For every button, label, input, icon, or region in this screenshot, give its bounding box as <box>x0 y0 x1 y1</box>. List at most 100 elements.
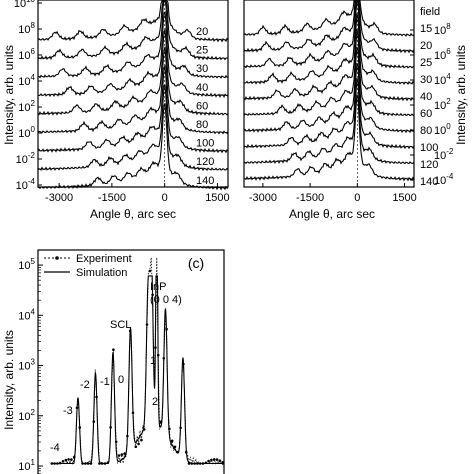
curve-30 <box>243 0 415 86</box>
experiment-marker <box>89 462 93 465</box>
series-label: 120 <box>196 156 214 168</box>
experiment-marker <box>198 462 202 465</box>
experiment-marker <box>215 458 219 461</box>
x-tick-label: 0 <box>162 192 168 204</box>
curve-120 <box>243 77 415 165</box>
series-label: 30 <box>420 74 432 86</box>
series-label: 15 <box>420 23 432 35</box>
experiment-marker <box>106 461 110 465</box>
panel-b-xlabel: Angle θ, arc sec <box>289 207 375 221</box>
series-label: 40 <box>196 82 208 94</box>
curve-140 <box>37 103 229 191</box>
series-label: 40 <box>420 91 432 103</box>
annotation-label: 2 <box>152 396 158 408</box>
series-label: 100 <box>420 142 438 154</box>
series-label: 120 <box>420 159 438 171</box>
y-tick-label: 102 <box>18 408 35 423</box>
series-label: 100 <box>196 138 214 150</box>
y-tick-label: 10-4 <box>434 172 454 187</box>
experiment-marker <box>145 323 149 326</box>
experiment-curve <box>51 257 224 465</box>
experiment-marker <box>58 461 62 465</box>
experiment-marker <box>168 427 171 431</box>
x-tick-label: -1500 <box>98 192 126 204</box>
panel-b-frame <box>243 0 415 188</box>
experiment-marker <box>103 462 107 465</box>
y-tick-label: 10-2 <box>434 147 454 162</box>
series-label: 80 <box>196 119 208 131</box>
panel-b-series-labels: field 15 20 25 30 40 60 80 100 120 140 <box>420 6 440 188</box>
experiment-marker <box>165 327 168 331</box>
experiment-marker <box>221 462 225 465</box>
experiment-marker <box>196 462 199 465</box>
panel-b-x-ticks: -3000 -1500 0 1500 <box>249 183 417 204</box>
y-tick-label: 10-4 <box>16 177 36 192</box>
experiment-marker <box>131 411 135 415</box>
experiment-marker <box>212 458 216 461</box>
experiment-marker <box>182 362 185 366</box>
y-tick-label: 104 <box>18 73 35 88</box>
panel-a-series-labels: 20 25 30 40 60 80 100 120 140 <box>196 26 214 187</box>
experiment-marker <box>98 462 101 465</box>
experiment-marker <box>112 348 115 352</box>
panel-a-curves <box>37 0 229 191</box>
curve-100 <box>243 62 415 150</box>
y-tick-label: 106 <box>18 47 35 62</box>
y-tick-label: 108 <box>434 22 451 37</box>
curve-140 <box>243 94 415 182</box>
experiment-marker <box>201 462 205 465</box>
annotation-label: InP <box>150 281 167 293</box>
annotation-label: -1 <box>100 376 110 388</box>
curve-25 <box>37 0 229 61</box>
panel-a-xlabel: Angle θ, arc sec <box>90 207 176 221</box>
experiment-marker <box>100 462 104 465</box>
experiment-marker <box>148 269 152 273</box>
y-tick-label: 101 <box>18 458 35 473</box>
y-tick-label: 104 <box>18 307 35 322</box>
experiment-marker <box>159 420 163 424</box>
annotation-label: (0 0 4) <box>150 294 182 306</box>
curve-80 <box>243 46 415 134</box>
experiment-marker <box>56 462 59 465</box>
experiment-marker <box>190 462 194 465</box>
panel-c-label: (c) <box>188 255 204 271</box>
experiment-marker <box>126 434 129 438</box>
series-label: 140 <box>420 176 438 188</box>
curve-40 <box>243 13 415 102</box>
series-label: 60 <box>196 100 208 112</box>
annotation-label: -4 <box>50 442 60 454</box>
annotation-label: 1 <box>150 355 156 367</box>
experiment-marker <box>95 395 98 399</box>
experiment-marker <box>114 440 118 444</box>
experiment-marker <box>210 458 213 462</box>
experiment-marker <box>50 462 54 465</box>
experiment-marker <box>81 462 84 465</box>
x-tick-label: 0 <box>354 192 360 204</box>
experiment-marker <box>173 445 177 449</box>
curve-40 <box>37 11 229 99</box>
experiment-marker <box>176 450 180 454</box>
panel-a-x-ticks: -3000 -1500 0 1500 <box>45 183 230 204</box>
experiment-marker <box>78 426 82 429</box>
legend-experiment-marker <box>55 256 59 260</box>
series-label: 30 <box>196 63 208 75</box>
simulation-curve <box>51 275 223 465</box>
series-label: 20 <box>420 40 432 52</box>
experiment-marker <box>151 293 154 297</box>
panel-c: Intensity, arb. units (c) 10510410310210… <box>2 249 225 474</box>
x-tick-label: -1500 <box>296 192 324 204</box>
series-label: field <box>420 6 440 18</box>
experiment-marker <box>53 462 56 465</box>
experiment-marker <box>142 428 146 431</box>
experiment-marker <box>123 452 126 455</box>
y-tick-label: 100 <box>434 122 451 137</box>
y-tick-label: 103 <box>18 358 35 373</box>
experiment-marker <box>137 442 140 446</box>
experiment-marker <box>128 329 132 333</box>
panel-c-frame <box>37 249 225 474</box>
experiment-marker <box>120 453 124 456</box>
panel-a-ylabel: Intensity, arb. units <box>2 45 16 145</box>
